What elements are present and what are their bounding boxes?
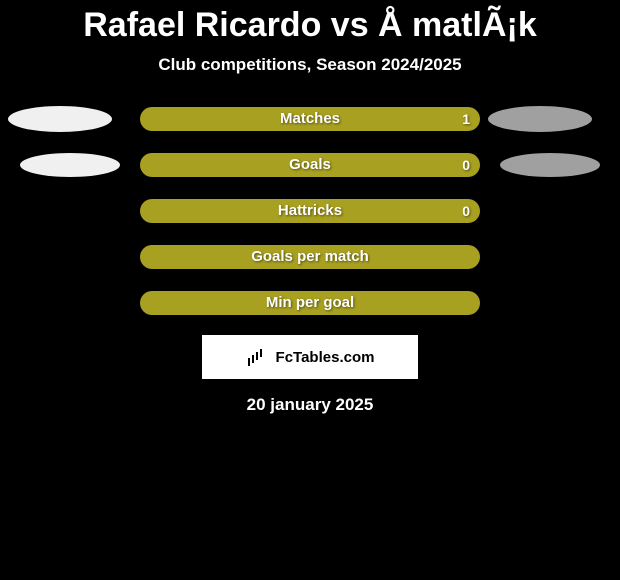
stat-label: Matches [280, 110, 340, 127]
logo-text: FcTables.com [276, 349, 375, 366]
left-ellipse [20, 153, 120, 177]
stat-row: Hattricks 0 [0, 197, 620, 225]
stat-bar: Goals per match [140, 245, 480, 269]
stat-bar: Matches 1 [140, 107, 480, 131]
chart-icon [246, 348, 270, 366]
stat-bar: Goals 0 [140, 153, 480, 177]
stat-value: 0 [462, 153, 470, 177]
stat-row: Goals per match [0, 243, 620, 271]
page-title: Rafael Ricardo vs Å matlÃ¡k [0, 0, 620, 55]
stat-label: Hattricks [278, 202, 342, 219]
stat-value: 0 [462, 199, 470, 223]
page-subtitle: Club competitions, Season 2024/2025 [0, 55, 620, 105]
stat-row: Min per goal [0, 289, 620, 317]
stats-container: Matches 1 Goals 0 Hattricks 0 Goals per match M… [0, 105, 620, 317]
right-ellipse [488, 106, 592, 132]
stat-bar: Min per goal [140, 291, 480, 315]
stat-value: 1 [462, 107, 470, 131]
date-label: 20 january 2025 [0, 395, 620, 415]
left-ellipse [8, 106, 112, 132]
stat-row: Goals 0 [0, 151, 620, 179]
stat-label: Min per goal [266, 294, 354, 311]
source-logo: FcTables.com [202, 335, 418, 379]
stat-row: Matches 1 [0, 105, 620, 133]
stat-label: Goals [289, 156, 331, 173]
right-ellipse [500, 153, 600, 177]
stat-bar: Hattricks 0 [140, 199, 480, 223]
stat-label: Goals per match [251, 248, 369, 265]
